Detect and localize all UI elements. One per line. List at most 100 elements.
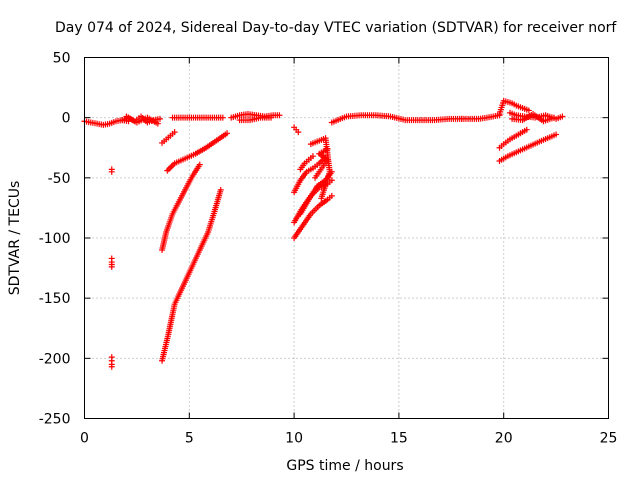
data-marker bbox=[110, 119, 117, 126]
data-marker bbox=[314, 170, 321, 177]
data-marker bbox=[506, 99, 513, 106]
data-marker bbox=[548, 115, 555, 122]
data-marker bbox=[307, 166, 314, 173]
data-marker bbox=[498, 142, 505, 149]
data-marker bbox=[153, 119, 160, 126]
data-marker bbox=[557, 114, 564, 121]
series-upper-10.3-10.9 bbox=[297, 153, 316, 173]
data-marker bbox=[534, 139, 541, 146]
data-marker bbox=[91, 120, 98, 127]
data-marker bbox=[168, 212, 175, 219]
series-arc-10-11.8-a bbox=[291, 192, 335, 241]
data-marker bbox=[274, 112, 281, 119]
data-marker bbox=[307, 154, 314, 161]
data-marker bbox=[322, 197, 329, 204]
data-marker bbox=[104, 121, 111, 128]
data-marker bbox=[164, 333, 171, 340]
data-point bbox=[295, 129, 302, 136]
data-marker bbox=[385, 113, 392, 120]
data-marker bbox=[481, 114, 488, 121]
data-marker bbox=[306, 212, 313, 219]
data-marker bbox=[190, 151, 197, 158]
data-marker bbox=[187, 176, 194, 183]
data-marker bbox=[302, 170, 309, 177]
series-line-19.8-21.1 bbox=[496, 126, 530, 151]
series-steep-3.7-5.5 bbox=[159, 161, 203, 254]
data-marker bbox=[542, 136, 549, 143]
y-tick-label: -250 bbox=[39, 412, 71, 428]
data-marker bbox=[326, 194, 333, 201]
plot-frame bbox=[84, 57, 609, 419]
x-tick-label: 5 bbox=[185, 431, 194, 447]
x-axis-label: GPS time / hours bbox=[286, 458, 403, 474]
data-marker bbox=[168, 163, 175, 170]
data-marker bbox=[195, 163, 202, 170]
series-line-19.8-22.5 bbox=[496, 131, 560, 164]
data-marker bbox=[265, 114, 272, 121]
series-arc-10-11.5-d bbox=[291, 154, 329, 196]
data-marker bbox=[502, 98, 509, 105]
data-marker bbox=[341, 114, 348, 121]
series-baseline-1.8-3.6b bbox=[123, 113, 161, 127]
data-point bbox=[108, 363, 115, 370]
data-marker bbox=[551, 132, 558, 139]
x-tick-label: 15 bbox=[390, 431, 408, 447]
data-marker bbox=[210, 210, 217, 217]
series-isolated-11-12 bbox=[307, 135, 333, 202]
data-marker bbox=[201, 145, 208, 152]
data-marker bbox=[312, 185, 319, 192]
y-axis-label: SDTVAR / TECUs bbox=[7, 181, 23, 296]
data-marker bbox=[170, 161, 177, 168]
series-peak-19.8-21.3 bbox=[496, 97, 532, 118]
data-marker bbox=[296, 179, 303, 186]
x-tick-label: 10 bbox=[285, 431, 303, 447]
data-points bbox=[81, 97, 566, 370]
data-marker bbox=[488, 113, 495, 120]
data-marker bbox=[517, 130, 524, 137]
series-wide-20.3-22.8b bbox=[509, 111, 558, 125]
data-marker bbox=[513, 149, 520, 156]
data-marker bbox=[180, 156, 187, 163]
data-marker bbox=[318, 149, 325, 156]
series-steepest-3.7-6.5 bbox=[159, 186, 224, 364]
series-baseline-4.2-6.7 bbox=[169, 114, 226, 121]
x-tick-label: 25 bbox=[600, 431, 618, 447]
data-marker bbox=[174, 200, 181, 207]
data-marker bbox=[108, 261, 115, 268]
x-tick-label: 0 bbox=[80, 431, 89, 447]
data-marker bbox=[204, 230, 211, 237]
data-marker bbox=[502, 154, 509, 161]
data-point bbox=[108, 168, 115, 175]
data-marker bbox=[300, 162, 307, 169]
data-marker bbox=[222, 131, 229, 138]
data-marker bbox=[523, 106, 530, 113]
series-short-3.7 bbox=[159, 129, 178, 146]
data-marker bbox=[517, 104, 524, 111]
series-isolated-1.3c bbox=[108, 354, 115, 370]
data-marker bbox=[314, 204, 321, 211]
data-marker bbox=[169, 130, 176, 137]
data-marker bbox=[517, 116, 524, 123]
data-marker bbox=[162, 230, 169, 237]
data-marker bbox=[165, 134, 172, 141]
data-marker bbox=[211, 138, 218, 145]
series-baseline-18-19.8 bbox=[458, 112, 503, 122]
data-marker bbox=[511, 101, 518, 108]
y-tick-label: 0 bbox=[62, 111, 71, 127]
y-tick-label: -100 bbox=[39, 231, 71, 247]
data-marker bbox=[319, 164, 326, 171]
series-drop-10 bbox=[291, 124, 302, 136]
y-tick-label: -200 bbox=[39, 351, 71, 367]
y-tick-label: -150 bbox=[39, 291, 71, 307]
series-bump-7-9.3b bbox=[236, 114, 275, 124]
data-marker bbox=[171, 303, 178, 310]
data-marker bbox=[303, 158, 310, 165]
data-marker bbox=[318, 193, 325, 200]
data-marker bbox=[161, 138, 168, 145]
data-marker bbox=[181, 188, 188, 195]
data-marker bbox=[511, 133, 518, 140]
data-marker bbox=[167, 164, 174, 171]
series-baseline-11.8-18 bbox=[328, 112, 465, 126]
x-tick-label: 20 bbox=[495, 431, 513, 447]
